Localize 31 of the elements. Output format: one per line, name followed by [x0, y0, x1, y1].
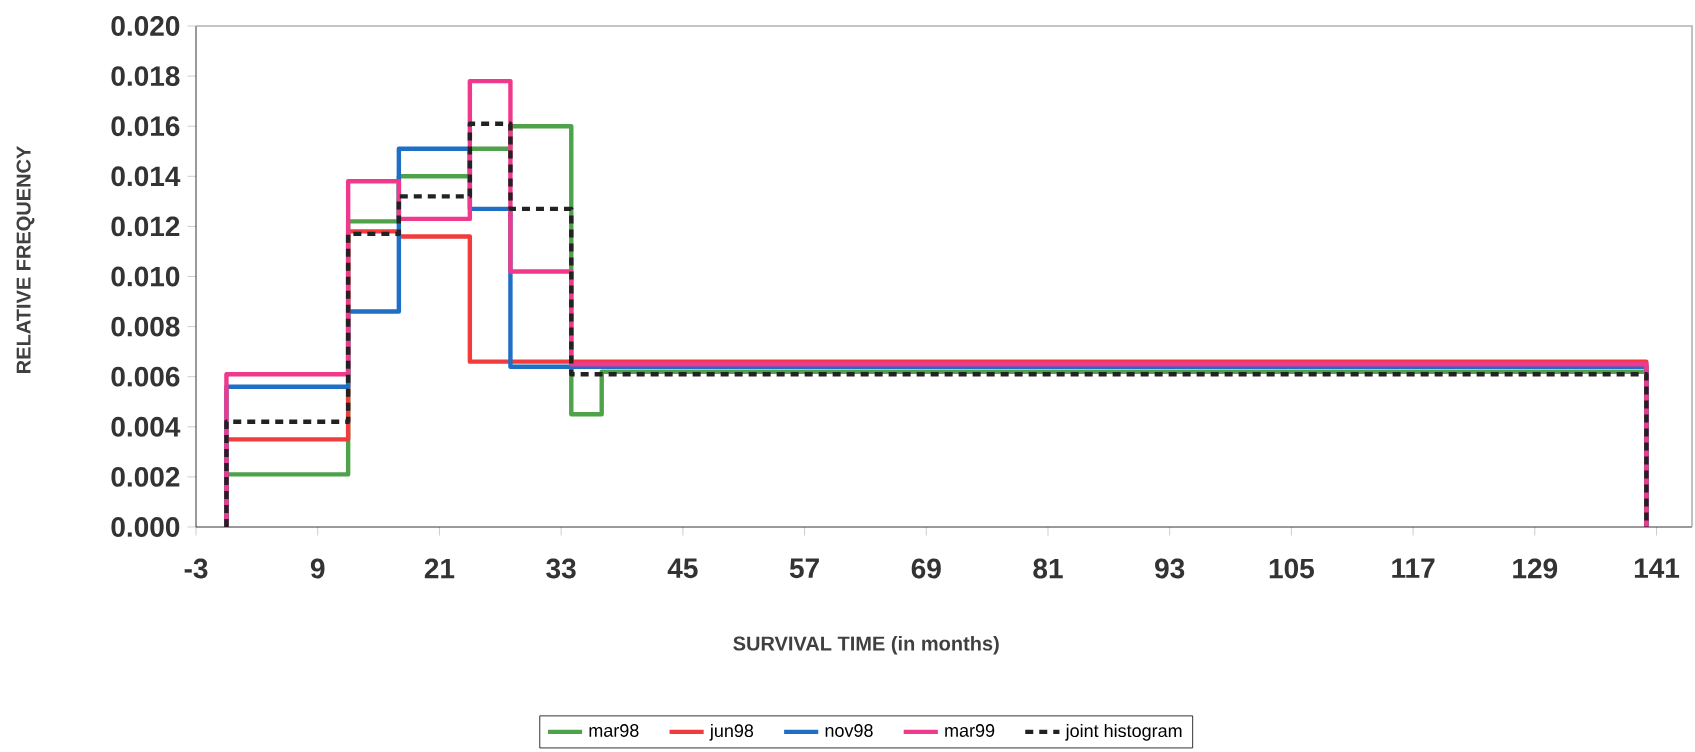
- y-tick-label: 0.010: [111, 266, 180, 287]
- y-tick-label: 0.002: [111, 466, 180, 487]
- x-tick-label: 69: [911, 558, 941, 579]
- x-tick-label: 129: [1513, 558, 1558, 579]
- y-tick-label: 0.008: [111, 316, 180, 337]
- y-axis-title: RELATIVE FREQUENCY: [16, 146, 35, 373]
- x-tick-label: -3: [184, 558, 208, 579]
- legend-label: jun98: [709, 723, 754, 741]
- y-tick-label: 0.006: [111, 366, 180, 387]
- x-tick-label: 141: [1634, 558, 1680, 578]
- y-tick-label: 0.020: [111, 16, 180, 36]
- y-tick-label: 0.000: [111, 517, 180, 537]
- legend-label: mar99: [945, 724, 995, 737]
- y-tick-label: 0.012: [111, 216, 180, 237]
- x-tick-label: 9: [310, 558, 325, 579]
- x-tick-label: 45: [667, 558, 698, 579]
- x-tick-label: 81: [1033, 558, 1063, 579]
- x-axis-title: SURVIVAL TIME (in months): [733, 635, 999, 655]
- y-tick-label: 0.016: [111, 116, 180, 137]
- legend-label: joint histogram: [1065, 723, 1182, 741]
- x-tick-label: 117: [1392, 558, 1435, 578]
- x-tick-label: 93: [1155, 558, 1185, 579]
- x-tick-label: 21: [424, 558, 455, 579]
- x-tick-label: 105: [1269, 558, 1314, 579]
- x-tick-label: 57: [789, 558, 819, 579]
- x-tick-label: 33: [546, 558, 576, 579]
- legend-label: nov98: [825, 724, 873, 737]
- y-tick-label: 0.018: [111, 66, 180, 87]
- y-tick-label: 0.014: [111, 166, 181, 187]
- y-tick-label: 0.004: [111, 416, 181, 437]
- legend-label: mar98: [589, 724, 639, 737]
